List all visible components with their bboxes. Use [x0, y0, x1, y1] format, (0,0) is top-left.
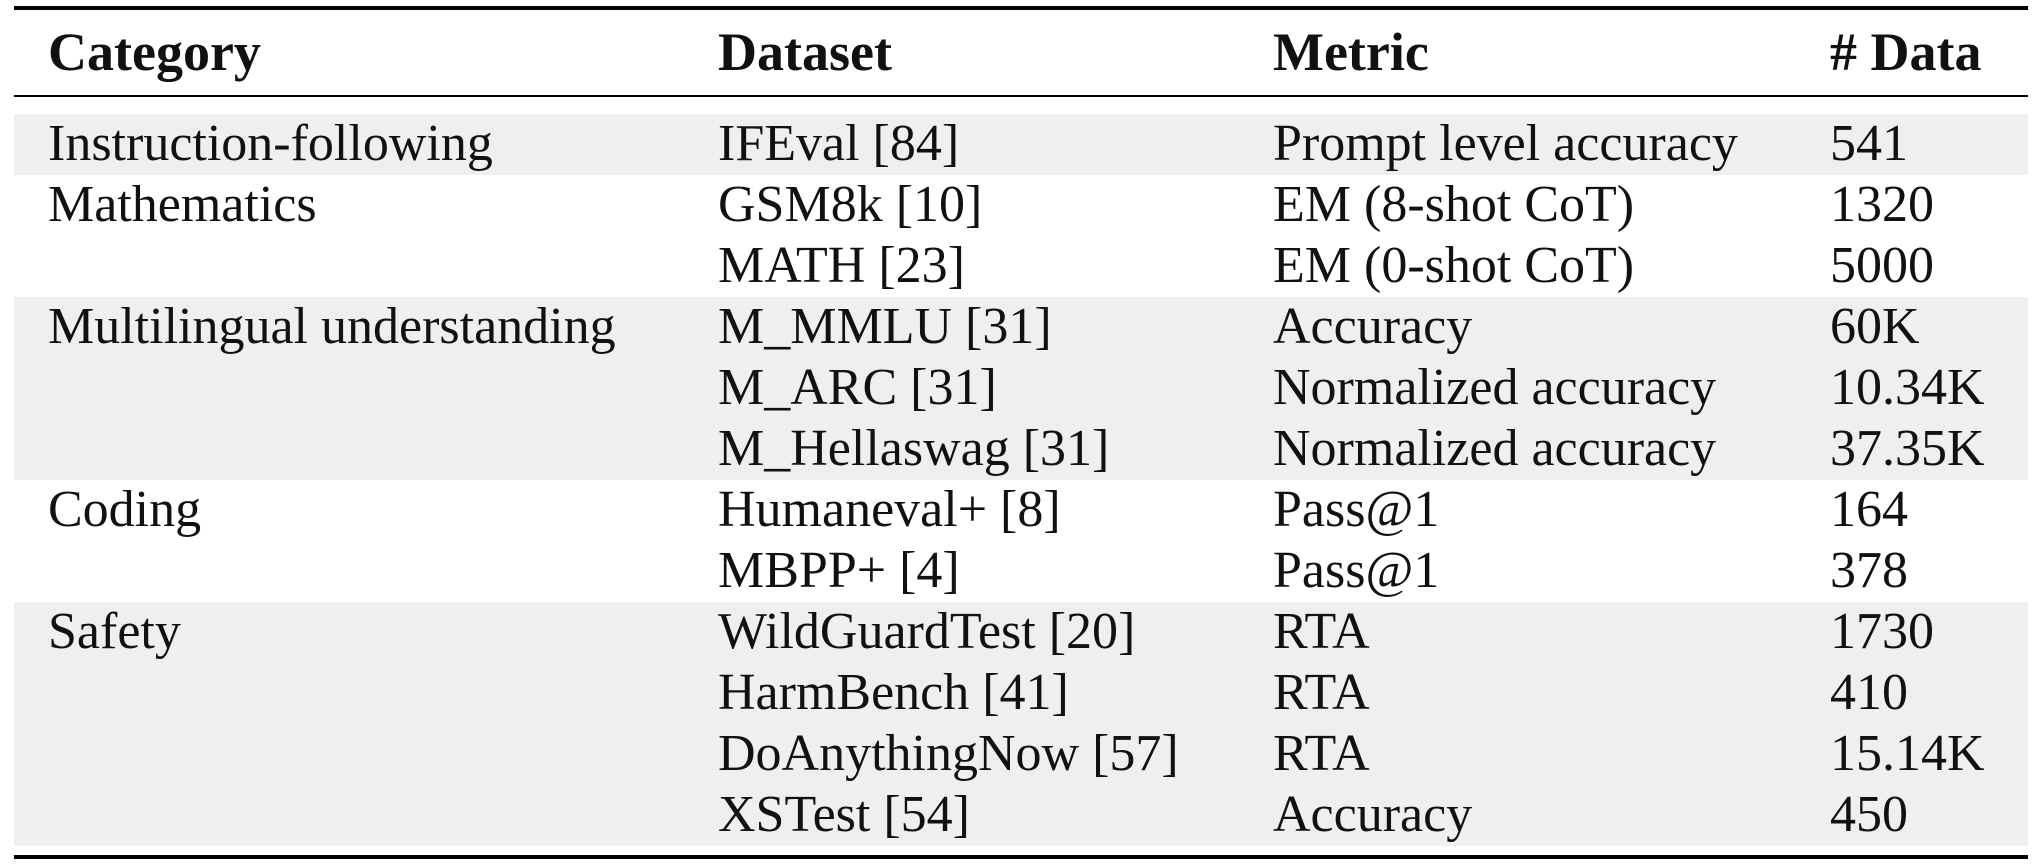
table-row: DoAnythingNow [57] RTA 15.14K	[0, 724, 2034, 784]
data-count-cell: 37.35K	[1830, 420, 1985, 477]
metric-cell: Pass@1	[1273, 481, 1440, 538]
data-count-cell: 1320	[1830, 176, 1934, 233]
dataset-cell: GSM8k [10]	[718, 176, 983, 233]
data-count-cell: 5000	[1830, 237, 1934, 294]
metric-cell: Prompt level accuracy	[1273, 115, 1738, 172]
metric-cell: RTA	[1273, 664, 1370, 721]
category-cell: Multilingual understanding	[48, 298, 616, 355]
row-group: Mathematics GSM8k [10] EM (8-shot CoT) 1320…	[14, 175, 2028, 297]
table-row: M_ARC [31] Normalized accuracy 10.34K	[0, 358, 2034, 418]
metric-cell: Pass@1	[1273, 542, 1440, 599]
metric-cell: EM (0-shot CoT)	[1273, 237, 1635, 294]
dataset-cell: M_Hellaswag [31]	[718, 420, 1110, 477]
table-row: Coding Humaneval+ [8] Pass@1 164	[0, 480, 2034, 540]
data-count-cell: 1730	[1830, 603, 1934, 660]
row-group: Instruction-following IFEval [84] Prompt l…	[14, 114, 2028, 175]
dataset-cell: WildGuardTest [20]	[718, 603, 1136, 660]
category-cell: Mathematics	[48, 176, 317, 233]
data-count-cell: 378	[1830, 542, 1908, 599]
metric-cell: RTA	[1273, 725, 1370, 782]
metric-cell: Accuracy	[1273, 298, 1473, 355]
dataset-cell: MBPP+ [4]	[718, 542, 960, 599]
metric-cell: EM (8-shot CoT)	[1273, 176, 1635, 233]
dataset-cell: XSTest [54]	[718, 786, 971, 843]
header-data: # Data	[1830, 22, 1982, 82]
dataset-cell: M_MMLU [31]	[718, 298, 1052, 355]
table-header: Category Dataset Metric # Data	[0, 14, 2034, 90]
table-bottom-rule	[14, 855, 2028, 859]
table-row: MBPP+ [4] Pass@1 378	[0, 541, 2034, 601]
dataset-cell: M_ARC [31]	[718, 359, 997, 416]
table-top-rule	[14, 6, 2028, 10]
table-row: Safety WildGuardTest [20] RTA 1730	[0, 602, 2034, 662]
data-count-cell: 450	[1830, 786, 1908, 843]
table-row: XSTest [54] Accuracy 450	[0, 785, 2034, 845]
data-count-cell: 410	[1830, 664, 1908, 721]
row-group: Safety WildGuardTest [20] RTA 1730 HarmBench…	[14, 602, 2028, 846]
table-row: Instruction-following IFEval [84] Prompt l…	[0, 114, 2034, 174]
header-metric: Metric	[1273, 22, 1429, 82]
data-count-cell: 10.34K	[1830, 359, 1985, 416]
dataset-cell: Humaneval+ [8]	[718, 481, 1061, 538]
data-count-cell: 60K	[1830, 298, 1920, 355]
data-count-cell: 164	[1830, 481, 1908, 538]
dataset-cell: DoAnythingNow [57]	[718, 725, 1179, 782]
data-count-cell: 15.14K	[1830, 725, 1985, 782]
row-group: Coding Humaneval+ [8] Pass@1 164 MBPP+ [4] Pa…	[14, 480, 2028, 602]
dataset-cell: MATH [23]	[718, 237, 965, 294]
table-row: M_Hellaswag [31] Normalized accuracy 37.35…	[0, 419, 2034, 479]
dataset-cell: HarmBench [41]	[718, 664, 1069, 721]
metric-cell: Accuracy	[1273, 786, 1473, 843]
table-row: Mathematics GSM8k [10] EM (8-shot CoT) 1320	[0, 175, 2034, 235]
metric-cell: Normalized accuracy	[1273, 359, 1717, 416]
header-dataset: Dataset	[718, 22, 892, 82]
header-category: Category	[48, 22, 261, 82]
category-cell: Coding	[48, 481, 202, 538]
category-cell: Instruction-following	[48, 115, 493, 172]
data-count-cell: 541	[1830, 115, 1908, 172]
table-row: Multilingual understanding M_MMLU [31] Acc…	[0, 297, 2034, 357]
category-cell: Safety	[48, 603, 181, 660]
metric-cell: RTA	[1273, 603, 1370, 660]
dataset-cell: IFEval [84]	[718, 115, 960, 172]
table-row: MATH [23] EM (0-shot CoT) 5000	[0, 236, 2034, 296]
table-header-rule	[14, 95, 2028, 97]
row-group: Multilingual understanding M_MMLU [31] Acc…	[14, 297, 2028, 480]
metric-cell: Normalized accuracy	[1273, 420, 1717, 477]
table-row: HarmBench [41] RTA 410	[0, 663, 2034, 723]
